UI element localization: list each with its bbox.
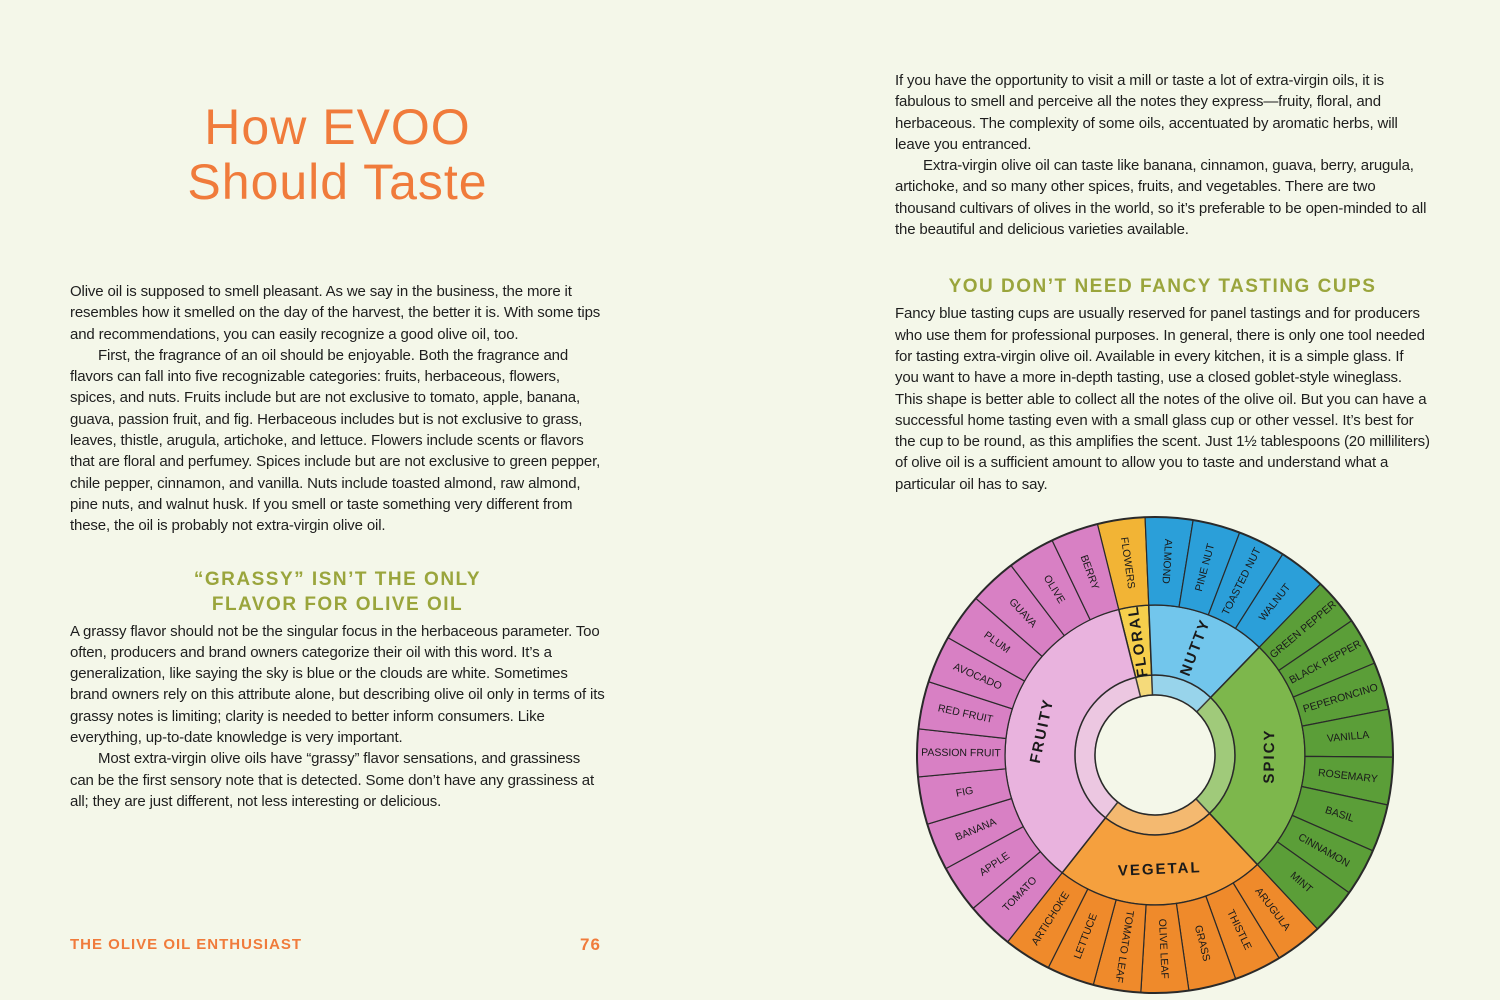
- note-label: FLOWERS: [1118, 536, 1137, 589]
- note-label: THISTLE: [1224, 908, 1253, 952]
- note-segment: [926, 797, 1025, 870]
- note-segment: [947, 597, 1043, 682]
- note-label: GUAVA: [1006, 596, 1039, 630]
- note-segment: [917, 680, 1014, 740]
- note-label: TOMATO: [1000, 874, 1039, 914]
- inner-ring-segment: [1194, 696, 1236, 815]
- category-segment: [1061, 812, 1259, 906]
- note-label: APPLE: [977, 850, 1012, 879]
- note-label: BASIL: [1324, 804, 1356, 825]
- paragraph: Fancy blue tasting cups are usually rese…: [895, 305, 1430, 493]
- note-segment: [1178, 519, 1241, 616]
- note-segment: [1256, 840, 1350, 930]
- note-segment: [1047, 888, 1117, 986]
- inner-ring-segment: [1104, 797, 1211, 836]
- note-label: AVOCADO: [951, 661, 1003, 693]
- title: How EVOO Should Taste: [100, 100, 575, 210]
- paragraph: If you have the opportunity to visit a m…: [895, 72, 1398, 153]
- note-label: VANILLA: [1326, 729, 1369, 745]
- note-segment: [917, 768, 1013, 825]
- page-number: 76: [580, 935, 601, 954]
- note-label: BANANA: [954, 816, 998, 844]
- note-label: ARTICHOKE: [1029, 890, 1072, 948]
- category-label: VEGETAL: [1118, 859, 1202, 879]
- category-segment: [1117, 604, 1153, 679]
- note-segment: [1276, 814, 1374, 894]
- heading-line: “GRASSY” ISN’T THE ONLY: [193, 568, 482, 590]
- note-segment: [945, 825, 1042, 910]
- note-segment: [1300, 755, 1394, 806]
- category-label: FLORAL: [1124, 604, 1151, 679]
- category-segment: [1208, 646, 1306, 866]
- note-segment: [1292, 662, 1390, 727]
- note-segment: [1144, 516, 1194, 608]
- note-label: PINE NUT: [1193, 542, 1217, 593]
- note-label: OLIVE LEAF: [1156, 919, 1170, 980]
- note-label: PLUM: [982, 629, 1013, 656]
- note-label: MINT: [1288, 870, 1316, 896]
- note-segment: [1301, 708, 1394, 758]
- note-segment: [916, 728, 1007, 778]
- note-segment: [974, 564, 1066, 658]
- category-segment: [1147, 604, 1261, 699]
- note-segment: [1096, 516, 1150, 611]
- paragraph: Extra-virgin olive oil can taste like ba…: [895, 157, 1427, 239]
- note-segment: [1207, 531, 1284, 630]
- note-label: TOMATO LEAF: [1112, 910, 1136, 984]
- category-label: SPICY: [1261, 728, 1278, 783]
- note-label: PEPERONCINO: [1302, 681, 1380, 715]
- inner-ring-segment: [1074, 676, 1142, 819]
- note-segment: [1232, 863, 1319, 959]
- note-segment: [1175, 895, 1237, 992]
- paragraph: First, the fragrance of an oil should be…: [70, 346, 601, 535]
- paragraph: A grassy flavor should not be the singul…: [70, 622, 605, 747]
- title-line: Should Taste: [187, 154, 488, 210]
- note-segment: [1051, 523, 1120, 621]
- note-label: BLACK PEPPER: [1287, 638, 1363, 687]
- note-segment: [1258, 583, 1353, 672]
- note-label: FIG: [955, 785, 974, 800]
- heading-line: FLAVOR FOR OLIVE OIL: [211, 593, 464, 615]
- note-label: WALNUT: [1257, 581, 1294, 623]
- wheel-center: [1094, 694, 1216, 816]
- paragraph: Olive oil is supposed to smell pleasant.…: [70, 283, 601, 343]
- note-segment: [1006, 871, 1089, 969]
- wheel-rim: [916, 516, 1394, 994]
- note-label: GREEN PEPPER: [1268, 598, 1339, 661]
- note-label: BERRY: [1078, 553, 1101, 591]
- note-segment: [927, 636, 1026, 710]
- note-segment: [1010, 539, 1091, 637]
- category-label: FRUITY: [1027, 697, 1058, 765]
- note-label: PASSION FRUIT: [921, 747, 1001, 760]
- note-label: TOASTED NUT: [1220, 545, 1264, 617]
- note-segment: [972, 850, 1063, 943]
- category-label: NUTTY: [1177, 616, 1214, 678]
- right-body: If you have the opportunity to visit a m…: [895, 70, 1430, 495]
- left-body: Olive oil is supposed to smell pleasant.…: [70, 281, 605, 812]
- note-segment: [1092, 899, 1147, 994]
- note-label: GRASS: [1192, 924, 1213, 963]
- note-label: ALMOND: [1159, 539, 1174, 585]
- section-heading: YOU DON’T NEED FANCY TASTING CUPS: [948, 276, 1377, 298]
- title-line: How EVOO: [204, 99, 471, 155]
- note-label: CINNAMON: [1296, 831, 1352, 870]
- note-label: RED FRUIT: [937, 702, 995, 726]
- note-segment: [1278, 619, 1376, 698]
- note-label: LETTUCE: [1072, 912, 1100, 961]
- note-label: ROSEMARY: [1317, 767, 1378, 786]
- note-segment: [1291, 785, 1389, 852]
- note-label: OLIVE: [1041, 573, 1067, 606]
- note-segment: [1140, 902, 1190, 994]
- inner-ring-segment: [1150, 674, 1212, 713]
- note-segment: [1205, 882, 1280, 980]
- section-heading: “GRASSY” ISN’T THE ONLY FLAVOR FOR OLIVE…: [70, 567, 605, 617]
- paragraph: Most extra-virgin olive oils have “grass…: [70, 750, 594, 810]
- note-segment: [1234, 553, 1322, 649]
- book-title: THE OLIVE OIL ENTHUSIAST: [70, 936, 303, 953]
- category-segment: [1004, 608, 1137, 874]
- note-label: ARUGULA: [1252, 886, 1292, 934]
- inner-ring-segment: [1134, 674, 1154, 698]
